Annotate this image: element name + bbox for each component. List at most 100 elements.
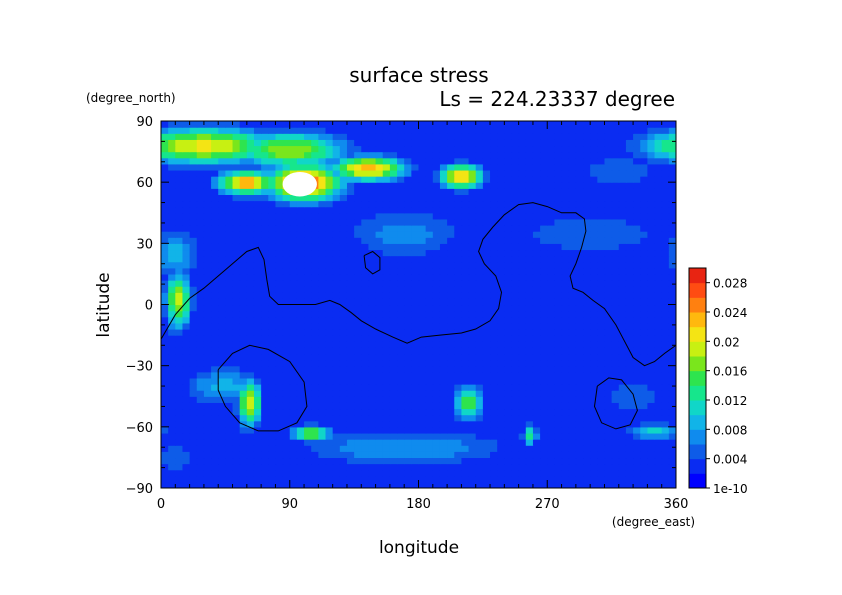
heatmap-cell <box>332 371 341 379</box>
heatmap-cell <box>375 194 384 202</box>
heatmap-cell <box>382 463 391 471</box>
heatmap-cell <box>625 298 634 306</box>
heatmap-cell <box>161 310 169 318</box>
heatmap-cell <box>389 304 398 312</box>
heatmap-cell <box>354 243 362 251</box>
heatmap-cell <box>397 365 405 373</box>
heatmap-cell <box>161 273 169 281</box>
heatmap-cell <box>547 426 556 434</box>
heatmap-cell <box>461 457 470 465</box>
heatmap-cell <box>218 463 226 471</box>
heatmap-cell <box>468 408 477 416</box>
heatmap-cell <box>311 322 319 330</box>
heatmap-cell <box>547 335 556 342</box>
heatmap-cell <box>490 310 498 318</box>
heatmap-cell <box>554 322 563 330</box>
heatmap-cell <box>482 365 491 373</box>
heatmap-cell <box>311 426 319 434</box>
heatmap-cell <box>561 451 570 459</box>
heatmap-cell <box>640 457 648 465</box>
heatmap-cell <box>318 273 327 281</box>
heatmap-cell <box>246 151 255 159</box>
heatmap-cell <box>325 384 334 391</box>
heatmap-cell <box>311 341 319 348</box>
heatmap-cell <box>275 377 284 385</box>
heatmap-cell <box>296 261 305 269</box>
heatmap-cell <box>275 481 284 488</box>
heatmap-cell <box>382 475 391 483</box>
heatmap-cell <box>425 420 434 428</box>
heatmap-cell <box>354 432 362 440</box>
heatmap-cell <box>261 133 269 140</box>
heatmap-cell <box>661 384 670 391</box>
heatmap-cell <box>518 163 527 171</box>
heatmap-cell <box>547 481 556 488</box>
heatmap-cell <box>604 127 613 134</box>
heatmap-cell <box>411 347 420 355</box>
heatmap-cell <box>611 384 620 391</box>
heatmap-cell <box>661 206 670 214</box>
heatmap-cell <box>633 200 641 208</box>
heatmap-cell <box>432 475 441 483</box>
heatmap-cell <box>604 420 613 428</box>
heatmap-cell <box>447 426 455 434</box>
heatmap-cell <box>404 139 412 147</box>
heatmap-cell <box>182 206 191 214</box>
heatmap-cell <box>203 231 212 238</box>
heatmap-cell <box>296 267 305 275</box>
heatmap-cell <box>640 371 648 379</box>
heatmap-cell <box>268 133 277 140</box>
heatmap-cell <box>211 243 219 251</box>
heatmap-cell <box>411 286 420 293</box>
heatmap-cell <box>332 182 341 189</box>
heatmap-cell <box>547 420 556 428</box>
heatmap-cell <box>211 194 219 202</box>
heatmap-cell <box>196 408 205 416</box>
heatmap-cell <box>282 439 291 446</box>
heatmap-cell <box>625 292 634 299</box>
heatmap-cell <box>382 157 391 165</box>
heatmap-cell <box>525 341 534 348</box>
heatmap-cell <box>389 194 398 202</box>
heatmap-cell <box>432 347 441 355</box>
heatmap-cell <box>332 169 341 177</box>
heatmap-cell <box>239 439 248 446</box>
heatmap-cell <box>439 182 448 189</box>
heatmap-cell <box>540 402 548 410</box>
heatmap-cell <box>454 243 463 251</box>
heatmap-cell <box>332 151 341 159</box>
heatmap-cell <box>332 249 341 257</box>
heatmap-cell <box>447 347 455 355</box>
heatmap-cell <box>618 414 627 422</box>
heatmap-cell <box>304 396 312 403</box>
heatmap-cell <box>354 188 362 195</box>
heatmap-cell <box>418 390 427 397</box>
heatmap-cell <box>168 157 176 165</box>
heatmap-cell <box>361 365 370 373</box>
heatmap-cell <box>397 218 405 226</box>
heatmap-cell <box>482 194 491 202</box>
heatmap-cell <box>375 267 384 275</box>
heatmap-cell <box>332 377 341 385</box>
heatmap-cell <box>511 286 520 293</box>
heatmap-cell <box>411 408 420 416</box>
heatmap-cell <box>282 359 291 367</box>
heatmap-cell <box>654 365 663 373</box>
heatmap-cell <box>375 475 384 483</box>
heatmap-cell <box>168 176 176 183</box>
heatmap-cell <box>411 335 420 342</box>
heatmap-cell <box>468 390 477 397</box>
heatmap-cell <box>611 127 620 134</box>
heatmap-cell <box>475 359 484 367</box>
heatmap-cell <box>511 451 520 459</box>
heatmap-cell <box>454 390 463 397</box>
heatmap-cell <box>583 457 591 465</box>
heatmap-cell <box>482 237 491 244</box>
heatmap-cell <box>161 286 169 293</box>
heatmap-cell <box>661 408 670 416</box>
heatmap-cell <box>525 298 534 306</box>
heatmap-cell <box>461 365 470 373</box>
heatmap-cell <box>475 237 484 244</box>
heatmap-cell <box>346 445 355 452</box>
heatmap-cell <box>633 457 641 465</box>
